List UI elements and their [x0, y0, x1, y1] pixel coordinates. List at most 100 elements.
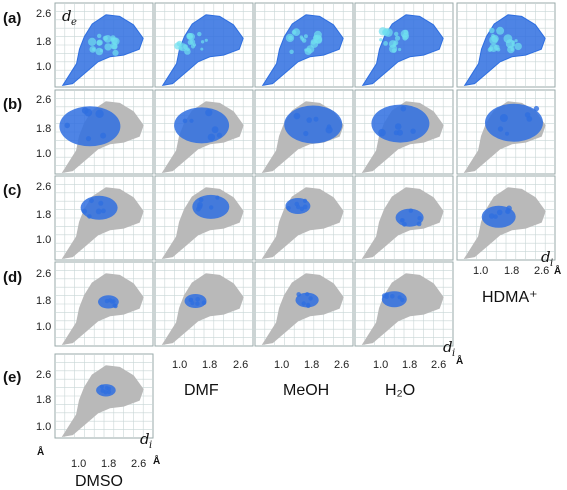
contact-map [285, 198, 311, 214]
contact-map [371, 104, 430, 143]
fingerprint-panel [354, 2, 454, 88]
y-tick-label: 1.8 [36, 295, 51, 307]
y-tick-label: 1.8 [36, 123, 51, 135]
background-map [261, 187, 344, 259]
fingerprint-panel [54, 353, 154, 439]
background-map [161, 273, 244, 345]
y-axis-symbol: d [62, 7, 72, 25]
row-label-e: (e) [3, 369, 21, 386]
row-label-b: (b) [3, 96, 22, 113]
column-label-h2o: H₂O [385, 382, 415, 399]
contact-map [381, 291, 407, 308]
fingerprint-panel [154, 2, 254, 88]
contact-map [295, 292, 319, 308]
row-label-d: (d) [3, 269, 22, 286]
contact-map [463, 14, 546, 86]
contact-map [80, 195, 118, 220]
fingerprint-panel [456, 89, 556, 175]
x-ticks-meoh: 1.0 1.8 2.6 [274, 359, 349, 371]
x-axis-label-dmso: d i Å [140, 430, 160, 467]
x-axis-subscript: i [149, 440, 152, 451]
fingerprint-panel [254, 261, 354, 347]
y-tick-label: 2.6 [36, 94, 51, 106]
contact-map [192, 194, 230, 219]
x-tick-label: 1.8 [304, 359, 319, 371]
x-tick-label: 2.6 [431, 359, 446, 371]
y-tick-label: 1.8 [36, 209, 51, 221]
column-label-hdma: HDMA⁺ [482, 289, 538, 306]
x-ticks-dmso: 1.0 1.8 2.6 [71, 458, 146, 470]
contact-map [96, 384, 116, 397]
x-tick-label: 2.6 [534, 265, 549, 277]
x-ticks-hdma: 1.0 1.8 2.6 [473, 265, 549, 277]
x-axis-subscript: i [550, 258, 553, 269]
y-tick-label: 1.8 [36, 394, 51, 406]
x-axis-symbol: d [541, 248, 551, 266]
y-ticks-row-a: 2.6 1.8 1.0 [36, 8, 51, 73]
y-axis-subscript: e [71, 17, 77, 28]
y-ticks-row-b: 2.6 1.8 1.0 [36, 94, 51, 160]
y-tick-label: 1.0 [36, 61, 51, 73]
fingerprint-panel [456, 2, 556, 88]
background-map [361, 273, 444, 345]
x-tick-label: 1.0 [71, 458, 86, 470]
x-axis-unit: Å [554, 264, 561, 277]
x-ticks-h2o: 1.0 1.8 2.6 [373, 359, 446, 371]
fingerprint-panel [254, 89, 354, 175]
x-tick-label: 1.8 [504, 265, 519, 277]
y-tick-label: 2.6 [36, 181, 51, 193]
x-axis-symbol: d [443, 338, 453, 356]
contact-map [61, 14, 144, 86]
x-axis-label-h2o: d i Å [443, 338, 463, 367]
fingerprint-panel [354, 261, 454, 347]
x-tick-label: 2.6 [131, 458, 146, 470]
x-tick-label: 2.6 [334, 359, 349, 371]
x-axis-unit: Å [153, 454, 160, 467]
row-label-c: (c) [3, 182, 21, 199]
y-tick-label: 2.6 [36, 8, 51, 20]
row-label-a: (a) [3, 10, 21, 27]
y-tick-label: 1.0 [36, 421, 51, 433]
fingerprint-panel [456, 175, 556, 261]
y-tick-label: 2.6 [36, 369, 51, 381]
fingerprint-panel [254, 2, 354, 88]
fingerprint-panel [54, 2, 154, 88]
x-tick-label: 1.0 [172, 359, 187, 371]
fingerprint-panel [154, 261, 254, 347]
y-tick-label: 1.8 [36, 36, 51, 48]
labels-layer: (a) (b) (c) (d) (e) 2.6 1.8 1.0 2.6 1.8 … [3, 7, 561, 490]
y-ticks-row-d: 2.6 1.8 1.0 [36, 268, 51, 333]
contact-map [481, 205, 516, 228]
y-axis-unit: Å [37, 445, 44, 458]
contact-map [485, 103, 543, 142]
y-ticks-row-e: 2.6 1.8 1.0 [36, 369, 51, 433]
fingerprint-panel [54, 89, 154, 175]
contact-map [98, 295, 119, 309]
contact-map [361, 14, 444, 86]
fingerprint-panel [354, 175, 454, 261]
fingerprint-panel [54, 175, 154, 261]
contact-map [261, 14, 344, 86]
x-axis-symbol: d [140, 430, 150, 448]
y-axis-label: d e [62, 7, 77, 28]
x-tick-label: 1.8 [402, 359, 417, 371]
fingerprint-panel [154, 89, 254, 175]
y-tick-label: 1.0 [36, 148, 51, 160]
fingerprint-panel [354, 89, 454, 175]
background-map [61, 365, 144, 437]
contact-map [174, 107, 230, 144]
contact-map [59, 106, 121, 147]
contact-map [395, 208, 424, 227]
background-map [61, 187, 144, 259]
x-tick-label: 1.0 [274, 359, 289, 371]
x-axis-subscript: i [452, 348, 455, 359]
x-tick-label: 1.0 [373, 359, 388, 371]
y-tick-label: 1.0 [36, 321, 51, 333]
x-tick-label: 1.8 [101, 458, 116, 470]
panels-layer [54, 2, 556, 439]
contact-map [184, 294, 207, 308]
contact-map [161, 14, 244, 86]
fingerprint-panel [154, 175, 254, 261]
column-label-dmf: DMF [184, 382, 219, 399]
